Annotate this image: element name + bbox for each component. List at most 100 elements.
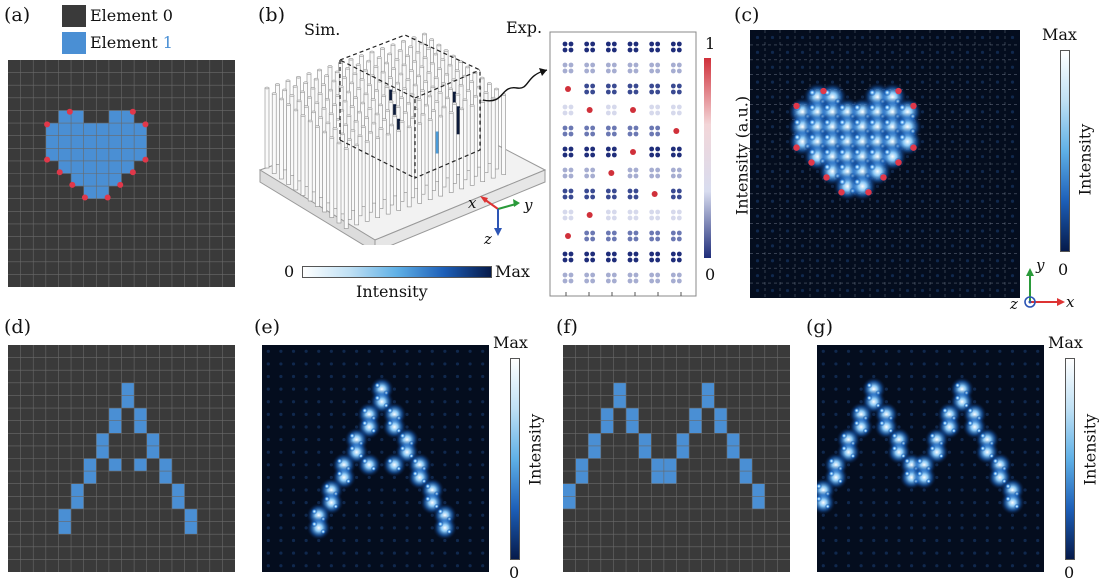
element-1-cell	[71, 160, 84, 174]
colorbar-c-min: 0	[1058, 260, 1069, 279]
red-marker-dot	[117, 181, 124, 188]
legend-label-element-1: Element 1	[90, 33, 173, 52]
colorbar-b-max: Max	[495, 262, 530, 281]
panel-a-pixel-grid	[8, 60, 235, 287]
red-marker-dot	[865, 189, 872, 196]
red-marker-dot	[823, 174, 830, 181]
intensity-spot	[432, 515, 457, 540]
colorbar-b	[302, 266, 492, 278]
panel-g-intensity-map	[817, 345, 1044, 572]
element-1-cell	[71, 483, 84, 497]
element-1-cell	[184, 521, 198, 535]
element-1-cell	[71, 148, 84, 161]
element-1-cell	[739, 471, 753, 484]
element-1-cell	[676, 433, 690, 446]
element-1-cell	[588, 445, 601, 459]
panel-d-label: (d)	[4, 316, 31, 338]
red-marker-dot	[895, 159, 902, 166]
colorbar-exp	[704, 58, 711, 258]
element-1-cell	[121, 395, 135, 409]
element-1-cell	[96, 445, 109, 459]
panel-c-label: (c)	[734, 4, 760, 26]
colorbar-b-title: Intensity	[356, 282, 428, 301]
element-1-cell	[58, 135, 72, 149]
element-1-cell	[613, 382, 627, 396]
element-1-cell	[96, 148, 109, 161]
colorbar-c	[1060, 50, 1070, 252]
colorbar-exp-min: 0	[705, 265, 716, 284]
axis-y-label-c: y	[1036, 256, 1045, 274]
element-1-cell	[58, 123, 72, 136]
exp-dot-red	[586, 212, 593, 218]
colorbar-exp-max: 1	[705, 34, 716, 53]
element-1-cell	[83, 148, 97, 161]
element-1-cell	[159, 471, 172, 484]
colorbar-g-title: Intensity	[1080, 413, 1100, 486]
element-1-cell	[83, 135, 97, 149]
element-1-cell	[83, 173, 97, 187]
element-1-cell	[121, 148, 135, 161]
panel-c-intensity-map	[750, 30, 1020, 298]
element-1-cell	[108, 458, 122, 472]
colorbar-e-min: 0	[509, 563, 520, 582]
red-marker-dot	[142, 121, 149, 128]
axis-x-label-b: x	[468, 194, 477, 212]
intensity-spot	[912, 465, 937, 490]
colorbar-g	[1065, 358, 1075, 560]
element-1-cell	[575, 471, 589, 484]
element-1-cell	[71, 123, 84, 136]
exp-dot-red	[630, 107, 636, 113]
exp-dot-red	[565, 86, 571, 92]
element-1-cell	[563, 496, 576, 509]
legend-swatch-element-0	[62, 5, 86, 27]
red-marker-dot	[808, 159, 815, 166]
element-1-cell	[171, 496, 185, 509]
element-1-cell	[108, 135, 122, 149]
red-marker-dot	[129, 169, 136, 176]
element-1-cell	[83, 160, 97, 174]
panel-f-label: (f)	[556, 316, 578, 338]
element-1-cell	[134, 135, 147, 149]
element-1-cell	[71, 496, 84, 509]
red-marker-dot	[820, 87, 827, 95]
element-1-cell	[83, 458, 97, 472]
element-1-cell	[701, 395, 715, 409]
axes-triad-c	[1024, 268, 1065, 308]
element-1-cell	[45, 135, 59, 149]
red-marker-dot	[56, 169, 63, 176]
legend-swatch-element-1	[62, 32, 86, 54]
element-1-cell	[146, 433, 160, 446]
element-1-cell	[714, 420, 727, 434]
element-1-cell	[600, 408, 614, 421]
element-1-cell	[108, 148, 122, 161]
red-marker-dot	[910, 144, 917, 151]
intensity-spot	[848, 172, 877, 201]
intensity-spot	[817, 490, 836, 515]
red-marker-dot	[44, 156, 51, 163]
colorbar-g-max: Max	[1048, 333, 1083, 352]
exp-dot-red	[673, 128, 680, 134]
element-1-cell	[588, 433, 601, 446]
panel-e-label: (e)	[254, 316, 281, 338]
element-1-cell	[83, 123, 97, 136]
element-1-cell	[752, 496, 765, 509]
colorbar-e-title: Intensity	[525, 413, 545, 486]
axis-z-label-c: z	[1010, 295, 1018, 313]
panel-b-label: (b)	[258, 4, 285, 26]
element-1-cell	[575, 458, 589, 472]
element-1-cell	[58, 521, 72, 535]
colorbar-e	[510, 358, 520, 560]
colorbar-exp-title: Intensity (a.u.)	[732, 95, 752, 216]
panel-g-label: (g)	[806, 316, 833, 338]
exp-dot-red	[586, 107, 593, 113]
element-1-cell	[96, 135, 109, 149]
element-1-cell	[134, 408, 147, 421]
colorbar-g-min: 0	[1064, 563, 1075, 582]
exp-dot-red	[608, 170, 615, 176]
element-1-cell	[108, 408, 122, 421]
element-1-cell	[752, 483, 765, 497]
element-1-cell	[651, 471, 664, 484]
element-1-cell	[108, 160, 122, 174]
panel-a-label: (a)	[4, 4, 31, 26]
element-1-cell	[159, 458, 172, 472]
